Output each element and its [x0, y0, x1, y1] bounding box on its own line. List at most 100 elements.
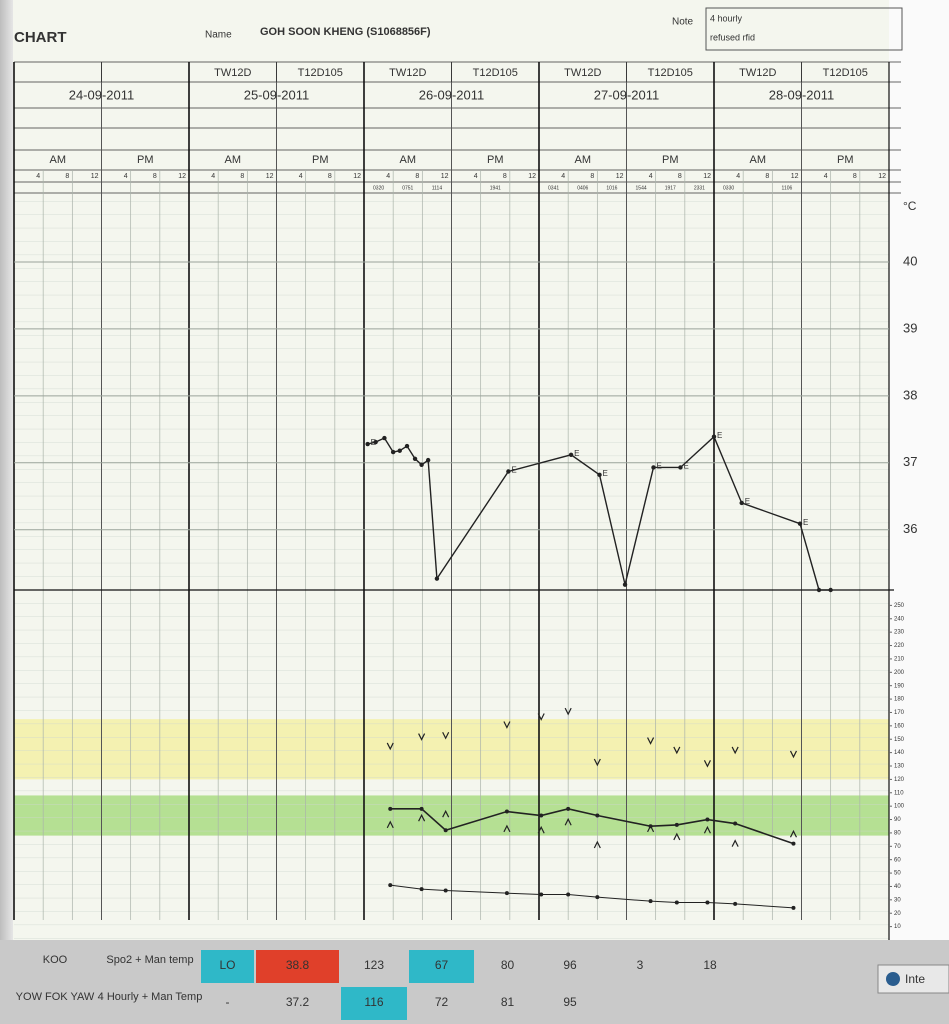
vitals-tick-label: 240 — [894, 616, 905, 622]
temperature-point — [382, 436, 386, 440]
ward: T12D105 — [298, 67, 343, 79]
flag: E — [603, 469, 608, 478]
temperature-point — [426, 458, 430, 462]
half-label: PM — [312, 154, 329, 166]
temperature-point — [373, 440, 377, 444]
slot-label: 8 — [153, 173, 157, 180]
pulse-point — [733, 822, 737, 826]
note-line: refused rfid — [710, 32, 755, 42]
temperature-point — [413, 457, 417, 461]
patient-cell: YOW FOK YAW — [16, 991, 95, 1003]
pulse-point — [705, 818, 709, 822]
value-cell: 18 — [703, 958, 717, 972]
temperature-point — [828, 588, 832, 592]
obs-time: 0406 — [577, 185, 588, 191]
half-label: PM — [487, 154, 504, 166]
vitals-tick-label: 210 — [894, 657, 905, 663]
slot-label: 12 — [91, 173, 99, 180]
value-cell: 38.8 — [286, 958, 310, 972]
name-label: Name — [205, 30, 232, 41]
slot-label: 12 — [266, 173, 274, 180]
obs-time: 0330 — [723, 185, 734, 191]
slot-label: 4 — [36, 173, 40, 180]
value-cell: 95 — [563, 995, 577, 1009]
slot-label: 4 — [124, 173, 128, 180]
obs-time: 0751 — [402, 185, 413, 191]
slot-label: 8 — [503, 173, 507, 180]
slot-label: 8 — [678, 173, 682, 180]
slot-label: 8 — [65, 173, 69, 180]
temp-tick-label: 40 — [903, 253, 917, 268]
resp-point — [595, 895, 599, 899]
temperature-point — [365, 442, 369, 446]
date: 27-09-2011 — [594, 87, 660, 102]
value-cell: 80 — [501, 958, 515, 972]
pulse-point — [420, 807, 424, 811]
half-label: AM — [400, 154, 417, 166]
pulse-point — [444, 828, 448, 832]
slot-label: 12 — [441, 173, 449, 180]
temperature-point — [817, 588, 821, 592]
value-cell: 37.2 — [286, 995, 310, 1009]
temperature-point — [405, 444, 409, 448]
vitals-tick-label: 200 — [894, 670, 905, 676]
half-label: AM — [50, 154, 67, 166]
obs-time: 1544 — [636, 185, 647, 191]
pulse-point — [388, 807, 392, 811]
temperature-point — [419, 463, 423, 467]
temperature-point — [651, 465, 655, 469]
note-line: 4 hourly — [710, 13, 743, 23]
slot-label: 12 — [791, 173, 799, 180]
slot-label: 12 — [353, 173, 361, 180]
button-icon — [886, 972, 900, 986]
vitals-tick-label: 150 — [894, 737, 905, 743]
obs-time: 1114 — [432, 185, 443, 191]
pulse-point — [675, 823, 679, 827]
vitals-tick-label: 250 — [894, 603, 905, 609]
slot-label: 8 — [765, 173, 769, 180]
obs-time: 0320 — [373, 185, 384, 191]
slot-label: 4 — [386, 173, 390, 180]
slot-label: 12 — [178, 173, 186, 180]
vitals-tick-label: 50 — [894, 871, 901, 877]
vitals-tick-label: 30 — [894, 897, 901, 903]
half-label: PM — [662, 154, 679, 166]
vitals-tick-label: 80 — [894, 831, 901, 837]
temp-tick-label: 38 — [903, 387, 917, 402]
flag: E — [656, 462, 661, 471]
resp-point — [649, 899, 653, 903]
temperature-point — [597, 473, 601, 477]
resp-point — [791, 906, 795, 910]
slot-label: 4 — [299, 173, 303, 180]
date: 26-09-2011 — [419, 87, 485, 102]
vitals-tick-label: 130 — [894, 764, 905, 770]
vitals-tick-label: 20 — [894, 911, 901, 917]
resp-point — [444, 888, 448, 892]
resp-point — [388, 883, 392, 887]
vitals-tick-label: 140 — [894, 750, 905, 756]
half-label: PM — [137, 154, 154, 166]
half-label: AM — [750, 154, 767, 166]
ward: TW12D — [214, 67, 251, 79]
resp-point — [420, 887, 424, 891]
temperature-point — [435, 576, 439, 580]
temperature-point — [798, 522, 802, 526]
pulse-point — [505, 810, 509, 814]
temperature-point — [391, 450, 395, 454]
vitals-tick-label: 100 — [894, 804, 905, 810]
bezel — [0, 0, 13, 1024]
vitals-tick-label: 120 — [894, 777, 905, 783]
vitals-tick-label: 10 — [894, 924, 901, 930]
slot-label: 8 — [240, 173, 244, 180]
resp-point — [705, 901, 709, 905]
flag: E — [511, 466, 516, 475]
temp-tick-label: 37 — [903, 454, 917, 469]
value-cell: 123 — [364, 958, 384, 972]
temperature-point — [623, 582, 627, 586]
flag: E — [745, 497, 750, 506]
temp-tick-label: 36 — [903, 521, 917, 536]
slot-label: 12 — [703, 173, 711, 180]
button[interactable]: Inte — [905, 972, 925, 986]
ward: T12D105 — [648, 67, 693, 79]
patient-cell: KOO — [43, 954, 68, 966]
